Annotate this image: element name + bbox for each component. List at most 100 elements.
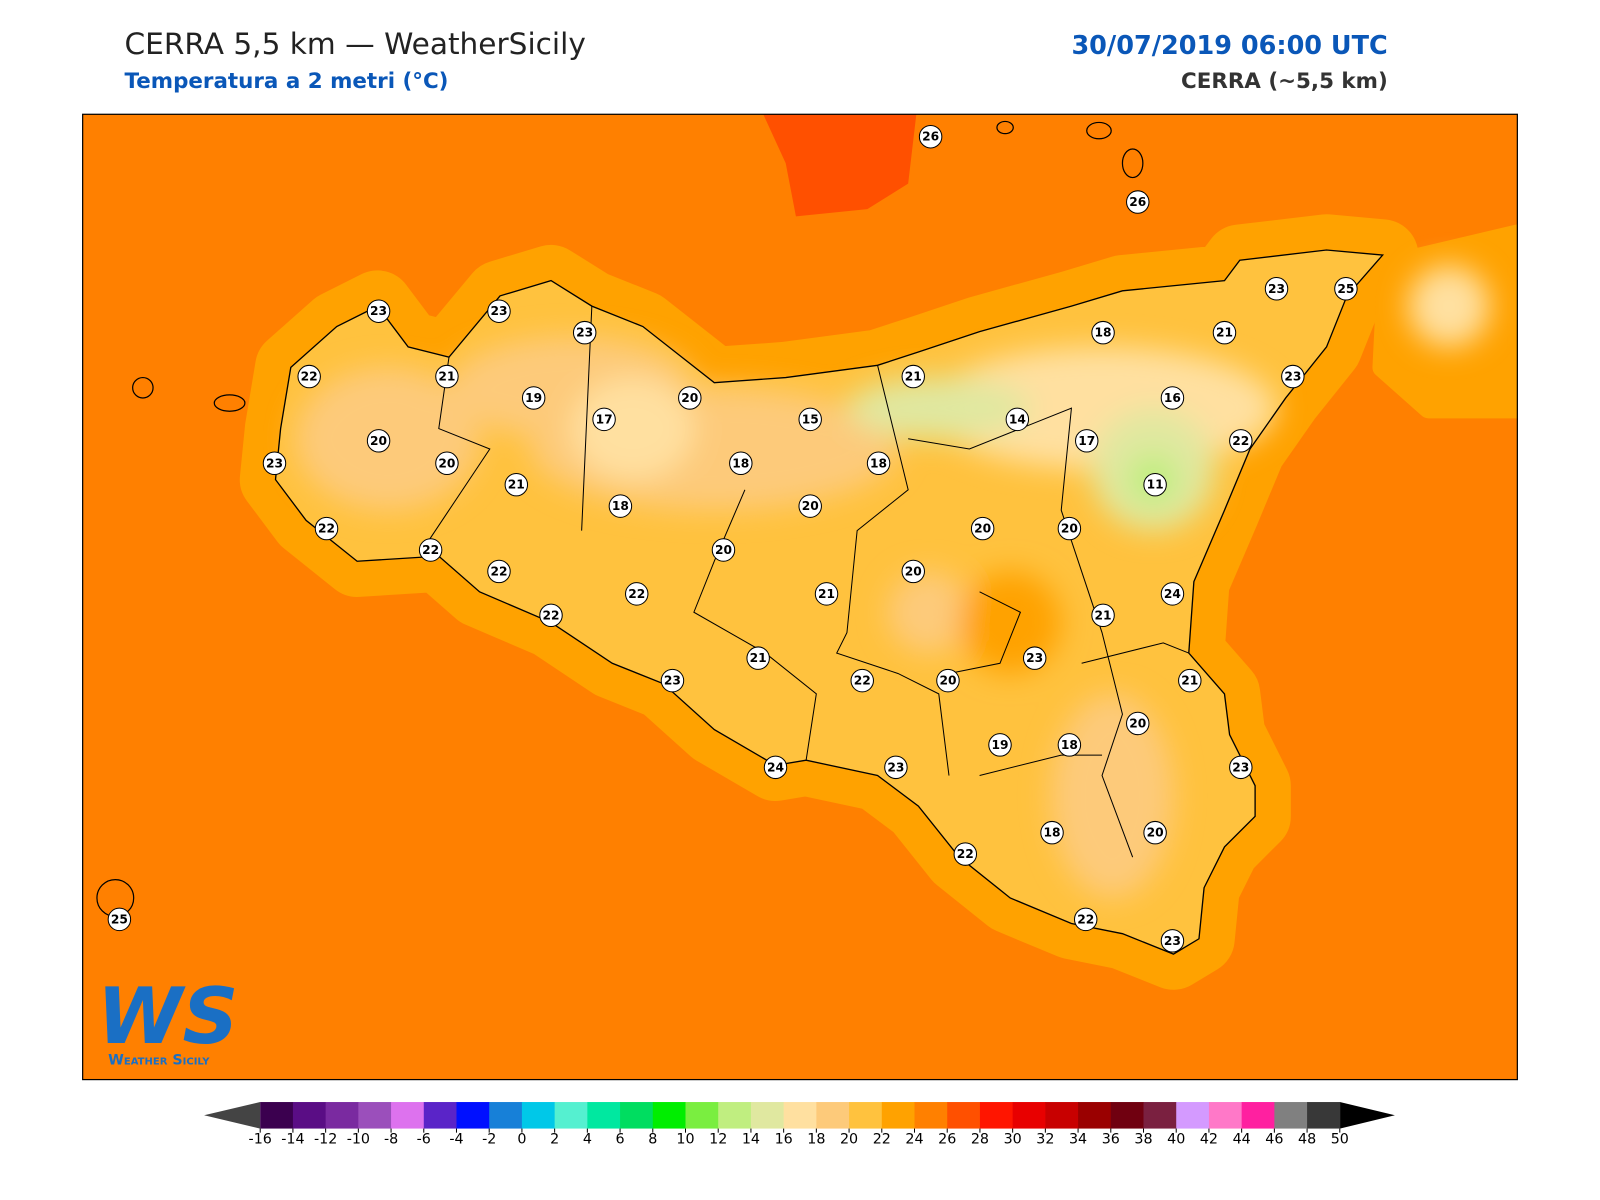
colorbar-segment xyxy=(456,1102,490,1129)
station-value: 18 xyxy=(612,499,629,513)
station-value: 23 xyxy=(370,304,387,318)
colorbar-segment xyxy=(718,1102,752,1129)
station-value: 26 xyxy=(922,130,939,144)
colorbar-segment xyxy=(881,1102,916,1129)
station-marker xyxy=(1126,190,1150,214)
colorbar-tick-label: -14 xyxy=(281,1131,304,1147)
colorbar-tick-label: -6 xyxy=(417,1131,431,1147)
station-value: 19 xyxy=(525,391,542,405)
station-marker xyxy=(814,582,839,606)
station-marker xyxy=(970,516,995,541)
station-value: 15 xyxy=(802,412,819,426)
station-value: 22 xyxy=(543,608,560,622)
colorbar-tick-label: 10 xyxy=(676,1131,694,1147)
colorbar-tick-label: 44 xyxy=(1233,1131,1251,1147)
logo-mark: WS xyxy=(97,972,238,1062)
station-marker xyxy=(936,668,960,693)
colorbar-tick-label: 4 xyxy=(583,1131,592,1147)
station-value: 23 xyxy=(490,304,507,318)
colorbar-tick-label: 0 xyxy=(517,1131,526,1147)
colorbar-segment xyxy=(685,1102,719,1129)
station-marker xyxy=(107,907,132,932)
station-value: 22 xyxy=(1077,912,1094,926)
station-value: 21 xyxy=(818,587,835,601)
station-value: 23 xyxy=(1026,651,1043,665)
station-marker xyxy=(592,407,616,432)
station-value: 17 xyxy=(1078,434,1095,448)
colorbar-tick-label: -10 xyxy=(347,1131,370,1147)
station-value: 23 xyxy=(1268,282,1285,296)
station-marker xyxy=(1057,733,1082,757)
station-marker xyxy=(487,559,511,584)
station-marker xyxy=(521,386,546,410)
field-blob xyxy=(571,377,694,480)
station-value: 21 xyxy=(508,478,525,492)
station-value: 18 xyxy=(1095,326,1112,340)
title: CERRA 5,5 km — WeatherSicily xyxy=(124,27,585,61)
station-marker xyxy=(918,125,943,149)
colorbar-tick-label: 26 xyxy=(938,1131,956,1147)
colorbar-tick-label: -8 xyxy=(384,1131,398,1147)
station-value: 23 xyxy=(887,760,904,774)
colorbar-segment xyxy=(914,1102,948,1129)
colorbar-segment xyxy=(325,1102,359,1129)
colorbar-segment xyxy=(783,1102,817,1129)
station-value: 20 xyxy=(438,456,455,470)
station-value: 17 xyxy=(596,412,613,426)
colorbar-segment xyxy=(554,1102,588,1129)
station-value: 23 xyxy=(266,456,283,470)
colorbar-segment xyxy=(1241,1102,1275,1129)
station-value: 20 xyxy=(715,543,732,557)
station-value: 25 xyxy=(1337,282,1354,296)
datetime: 30/07/2019 06:00 UTC xyxy=(1071,31,1387,61)
colorbar-tick-label: 6 xyxy=(616,1131,625,1147)
subtitle: Temperatura a 2 metri (°C) xyxy=(124,69,448,94)
field-blob xyxy=(1408,265,1490,347)
station-value: 20 xyxy=(802,499,819,513)
station-marker xyxy=(487,299,511,323)
map xyxy=(82,114,1518,1080)
station-value: 26 xyxy=(1129,195,1146,209)
field-warm-patch xyxy=(763,114,917,217)
colorbar-segment xyxy=(489,1102,523,1129)
colorbar-tick-label: 50 xyxy=(1331,1131,1349,1147)
station-value: 23 xyxy=(664,674,681,688)
station-marker xyxy=(1075,429,1099,453)
colorbar-tick-label: -16 xyxy=(249,1131,272,1147)
colorbar-segment xyxy=(423,1102,458,1129)
colorbar-segment xyxy=(979,1102,1014,1129)
logo-text: Weather Sicily xyxy=(108,1052,210,1068)
station-marker xyxy=(763,755,788,780)
colorbar-segment xyxy=(587,1102,621,1129)
colorbar-tick-label: 28 xyxy=(971,1131,989,1147)
station-value: 22 xyxy=(1232,434,1249,448)
station-marker xyxy=(711,538,736,562)
station-marker xyxy=(1160,386,1185,410)
station-marker xyxy=(866,451,891,475)
colorbar-segment xyxy=(1274,1102,1308,1129)
station-marker xyxy=(262,451,287,475)
colorbar-tick-label: 20 xyxy=(840,1131,858,1147)
station-marker xyxy=(884,755,908,780)
station-marker xyxy=(1281,364,1305,389)
station-marker xyxy=(1264,277,1289,301)
station-marker xyxy=(1040,820,1064,845)
colorbar-tick-label: 40 xyxy=(1167,1131,1185,1147)
station-marker xyxy=(901,559,925,584)
colorbar-tick-label: 8 xyxy=(648,1131,657,1147)
island xyxy=(213,394,246,412)
station-value: 24 xyxy=(767,760,784,774)
station-value: 21 xyxy=(1181,674,1198,688)
colorbar-tick-label: 22 xyxy=(873,1131,891,1147)
station-marker xyxy=(539,603,563,628)
colorbar-tick-label: 34 xyxy=(1069,1131,1087,1147)
station-marker xyxy=(1229,755,1253,780)
station-marker xyxy=(729,451,753,475)
colorbar-tick-label: 32 xyxy=(1036,1131,1054,1147)
station-value: 19 xyxy=(991,738,1008,752)
station-marker xyxy=(572,320,597,345)
station-marker xyxy=(314,516,339,541)
station-marker xyxy=(418,538,443,562)
station-value: 21 xyxy=(438,370,455,384)
model-label: CERRA (~5,5 km) xyxy=(1181,69,1388,94)
